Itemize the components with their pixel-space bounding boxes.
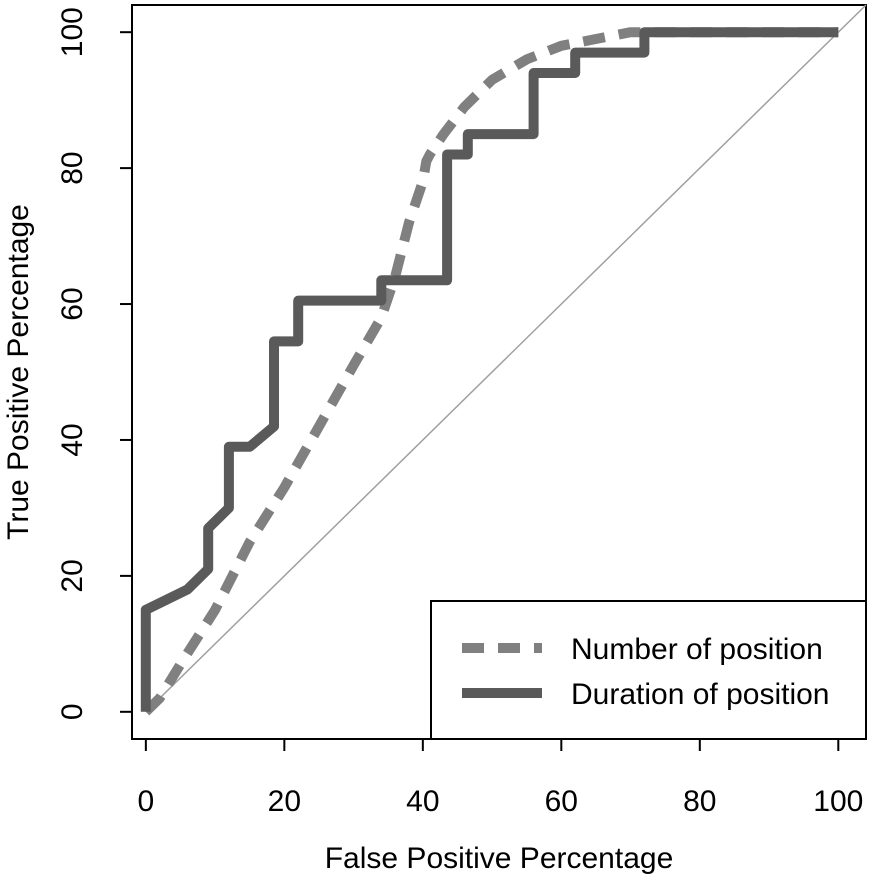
legend-label-number-of-position: Number of position <box>571 633 823 666</box>
legend-box <box>430 600 867 740</box>
series-line-duration-of-position <box>140 27 839 712</box>
x-tick-label: 40 <box>406 785 439 818</box>
legend-label-duration-of-position: Duration of position <box>571 678 830 711</box>
y-tick-label: 80 <box>56 151 89 184</box>
x-tick-label: 20 <box>268 785 301 818</box>
reference-diagonal-line <box>145 4 867 713</box>
legend: Number of position Duration of position <box>430 600 867 740</box>
y-tick-label: 60 <box>56 287 89 320</box>
x-tick-label: 0 <box>138 785 155 818</box>
x-tick-label: 60 <box>545 785 578 818</box>
x-tick-label: 100 <box>813 785 863 818</box>
x-axis: 0 20 40 60 80 100 <box>138 738 863 818</box>
y-tick-label: 40 <box>56 423 89 456</box>
x-tick-label: 80 <box>683 785 716 818</box>
y-tick-label: 0 <box>56 703 89 720</box>
y-tick-label: 100 <box>56 7 89 57</box>
y-axis: 0 20 40 60 80 100 <box>56 7 133 720</box>
x-axis-label: False Positive Percentage <box>325 842 674 874</box>
y-tick-label: 20 <box>56 559 89 592</box>
y-axis-label: True Positive Percentage <box>2 204 35 540</box>
